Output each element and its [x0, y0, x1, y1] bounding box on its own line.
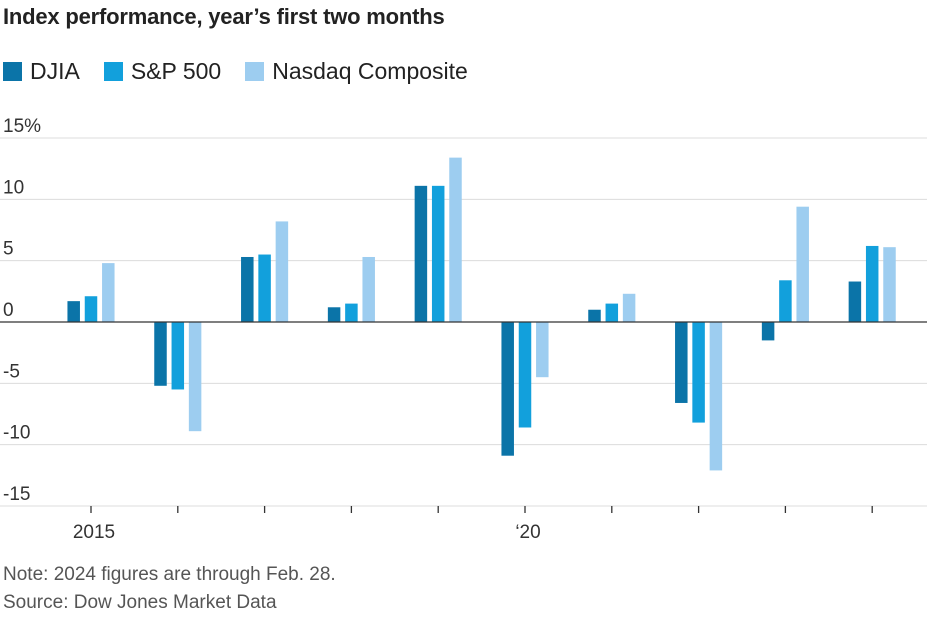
bar: [796, 206, 809, 322]
bar: [883, 247, 896, 322]
bar: [414, 185, 428, 322]
bar: [761, 322, 775, 341]
y-tick-label: 0: [3, 300, 14, 321]
bar: [692, 322, 705, 423]
chart-note: Note: 2024 figures are through Feb. 28.: [3, 564, 336, 585]
bar: [102, 263, 115, 322]
bar: [67, 301, 80, 322]
bar: [188, 322, 202, 432]
x-tick-label: 2015: [73, 522, 115, 543]
y-tick-label: -15: [3, 484, 30, 505]
x-tick-label: ‘20: [515, 522, 540, 543]
bar: [605, 303, 619, 322]
legend-swatch-sp500: [103, 62, 123, 81]
legend-item-nasdaq: Nasdaq Composite: [245, 58, 468, 85]
bar: [171, 322, 185, 390]
bar: [779, 280, 792, 322]
bar: [362, 256, 375, 322]
y-tick-label: -5: [3, 361, 20, 382]
bar: [501, 322, 514, 456]
y-tick-label: -10: [3, 423, 30, 444]
legend-label-nasdaq: Nasdaq Composite: [272, 58, 468, 84]
chart-legend: DJIA S&P 500 Nasdaq Composite: [3, 58, 492, 85]
bar: [622, 293, 636, 322]
legend-label-djia: DJIA: [30, 58, 80, 84]
bar: [275, 221, 289, 322]
bar: [588, 309, 601, 322]
chart-source: Source: Dow Jones Market Data: [3, 592, 277, 613]
bar: [848, 281, 862, 322]
bar-chart: 15% 10 5 0 -5 -10 -15 2015 ‘20: [0, 116, 927, 543]
y-tick-label: 15%: [3, 116, 41, 137]
bar: [258, 254, 271, 322]
legend-swatch-djia: [3, 62, 22, 81]
y-tick-label: 10: [3, 177, 24, 198]
bar: [154, 322, 167, 386]
legend-label-sp500: S&P 500: [130, 58, 222, 84]
legend-swatch-nasdaq: [245, 62, 265, 81]
bar: [675, 322, 688, 403]
bar: [345, 303, 358, 322]
legend-item-djia: DJIA: [3, 58, 80, 85]
bar: [865, 245, 879, 322]
legend-item-sp500: S&P 500: [103, 58, 222, 85]
bar: [431, 185, 445, 322]
bar: [449, 157, 462, 322]
bar: [84, 296, 98, 322]
bar: [709, 322, 723, 471]
y-tick-label: 5: [3, 239, 14, 260]
bar: [241, 256, 254, 322]
bar: [327, 307, 341, 322]
chart-title: Index performance, year’s first two mont…: [3, 4, 445, 29]
bar: [536, 322, 549, 378]
bar: [518, 322, 532, 428]
